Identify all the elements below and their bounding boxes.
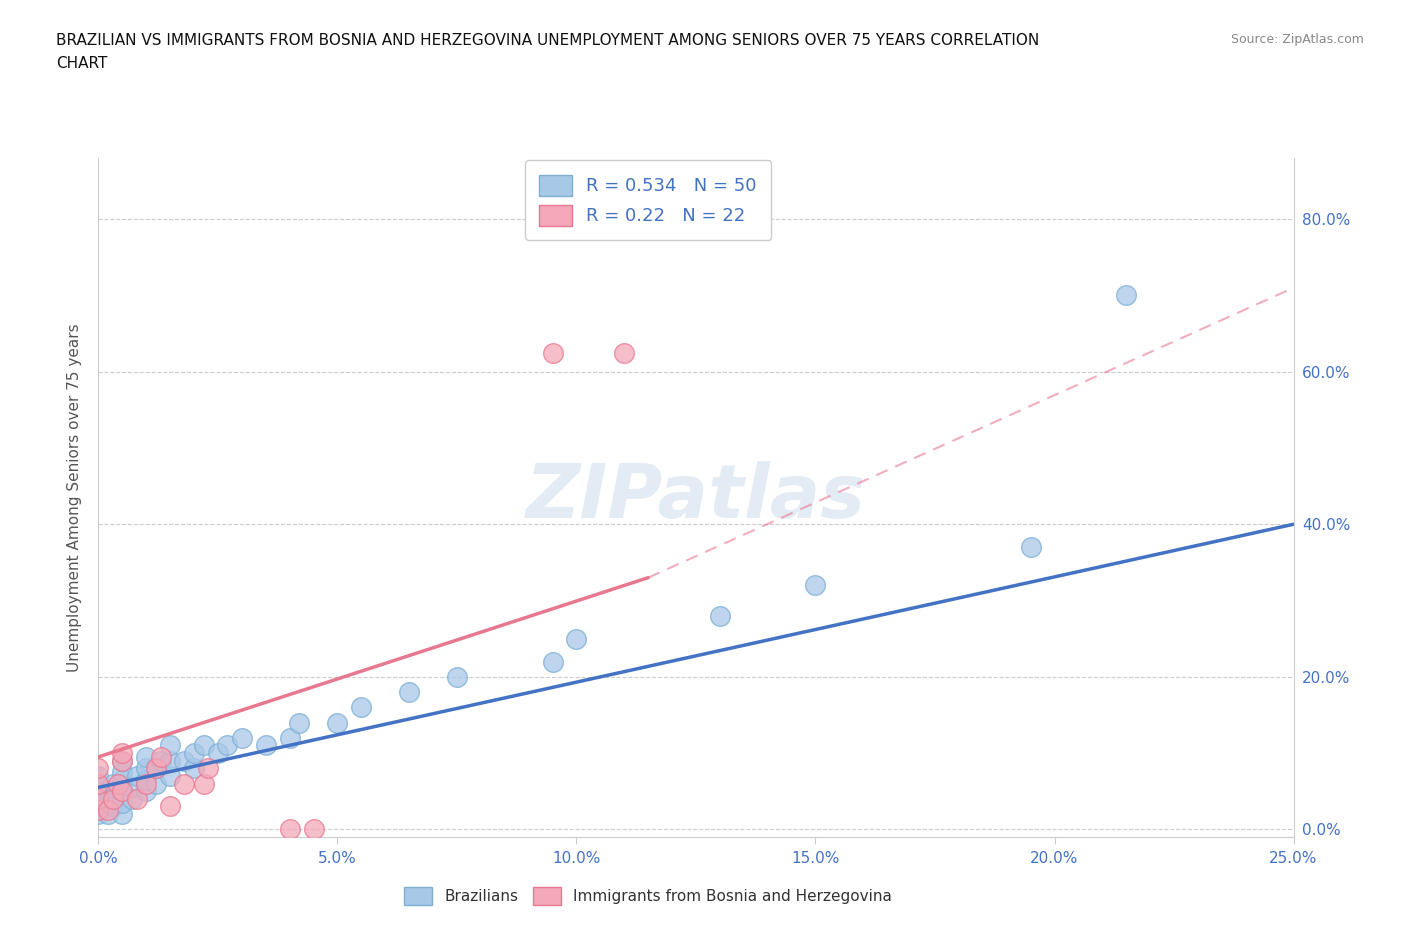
Text: ZIPatlas: ZIPatlas xyxy=(526,461,866,534)
Point xyxy=(1115,288,1137,303)
Point xyxy=(159,799,181,814)
Point xyxy=(173,777,195,791)
Point xyxy=(231,730,253,745)
Point xyxy=(193,777,215,791)
Point xyxy=(135,784,157,799)
Point xyxy=(121,791,143,806)
Point xyxy=(97,806,120,821)
Point xyxy=(87,768,110,783)
Point xyxy=(135,750,157,764)
Point xyxy=(613,345,636,360)
Legend: Brazilians, Immigrants from Bosnia and Herzegovina: Brazilians, Immigrants from Bosnia and H… xyxy=(398,881,898,910)
Point xyxy=(1019,539,1042,554)
Point xyxy=(101,799,124,814)
Point xyxy=(101,791,124,806)
Point xyxy=(121,780,143,795)
Point xyxy=(145,761,167,776)
Point xyxy=(111,746,134,761)
Point xyxy=(87,799,110,814)
Point xyxy=(350,700,373,715)
Point xyxy=(149,750,172,764)
Point xyxy=(565,631,588,646)
Point xyxy=(87,803,110,817)
Point xyxy=(125,791,148,806)
Point xyxy=(101,777,124,791)
Point xyxy=(541,654,564,669)
Point xyxy=(183,746,205,761)
Point xyxy=(111,795,134,810)
Point xyxy=(254,738,277,753)
Point xyxy=(125,768,148,783)
Point xyxy=(207,746,229,761)
Point xyxy=(111,806,134,821)
Point xyxy=(145,777,167,791)
Point xyxy=(87,777,110,791)
Point xyxy=(149,753,172,768)
Point xyxy=(111,784,134,799)
Point xyxy=(107,777,129,791)
Point xyxy=(97,784,120,799)
Point xyxy=(159,753,181,768)
Point xyxy=(87,761,110,776)
Point xyxy=(111,764,134,779)
Point xyxy=(541,345,564,360)
Point xyxy=(709,608,731,623)
Text: BRAZILIAN VS IMMIGRANTS FROM BOSNIA AND HERZEGOVINA UNEMPLOYMENT AMONG SENIORS O: BRAZILIAN VS IMMIGRANTS FROM BOSNIA AND … xyxy=(56,33,1039,47)
Point xyxy=(217,738,239,753)
Point xyxy=(159,768,181,783)
Point xyxy=(97,795,120,810)
Point xyxy=(135,777,157,791)
Point xyxy=(87,784,110,799)
Point xyxy=(135,761,157,776)
Point xyxy=(326,715,349,730)
Point xyxy=(278,822,301,837)
Point xyxy=(111,753,134,768)
Point xyxy=(804,578,827,592)
Point xyxy=(97,803,120,817)
Point xyxy=(398,684,420,699)
Point xyxy=(145,761,167,776)
Point xyxy=(87,777,110,791)
Point xyxy=(173,753,195,768)
Point xyxy=(288,715,311,730)
Point xyxy=(193,738,215,753)
Point xyxy=(159,738,181,753)
Point xyxy=(87,806,110,821)
Point xyxy=(183,761,205,776)
Y-axis label: Unemployment Among Seniors over 75 years: Unemployment Among Seniors over 75 years xyxy=(67,324,83,671)
Point xyxy=(87,791,110,806)
Point xyxy=(446,670,468,684)
Point xyxy=(87,791,110,806)
Text: CHART: CHART xyxy=(56,56,108,71)
Point xyxy=(111,772,134,787)
Point xyxy=(111,753,134,768)
Text: Source: ZipAtlas.com: Source: ZipAtlas.com xyxy=(1230,33,1364,46)
Point xyxy=(302,822,325,837)
Point xyxy=(111,784,134,799)
Point xyxy=(135,772,157,787)
Point xyxy=(197,761,219,776)
Point xyxy=(278,730,301,745)
